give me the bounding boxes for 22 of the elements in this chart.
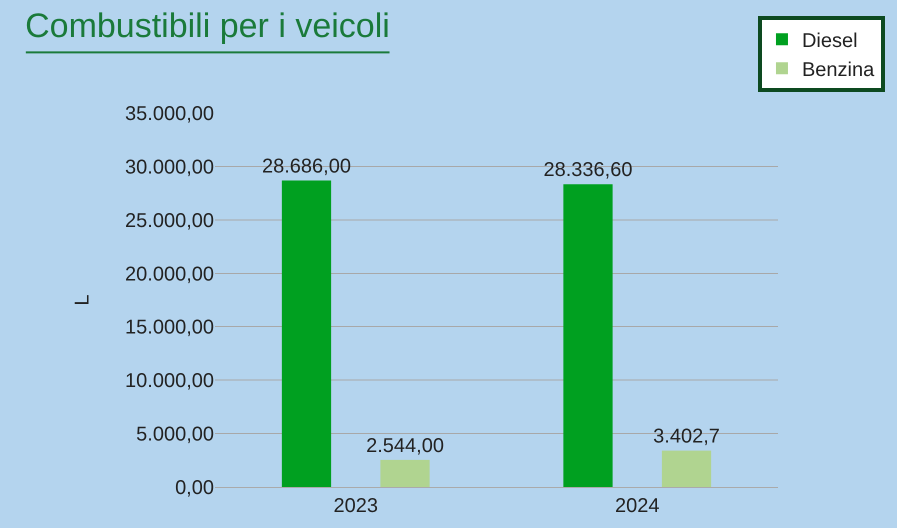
- y-tick-label: 35.000,00: [125, 103, 214, 125]
- chart-title: Combustibili per i veicoli: [25, 7, 390, 45]
- bar: [662, 450, 712, 487]
- y-tick-label: 5.000,00: [136, 424, 214, 446]
- y-tick-label: 0,00: [175, 477, 214, 499]
- data-label: 2.544,00: [366, 434, 444, 457]
- legend-label: Diesel: [802, 30, 858, 52]
- x-tick-label: 2024: [615, 495, 660, 517]
- y-tick-label: 10.000,00: [125, 370, 214, 392]
- x-tick-label: 2023: [334, 495, 378, 517]
- y-tick-label: 30.000,00: [125, 156, 214, 178]
- data-label: 28.336,60: [544, 159, 632, 182]
- y-axis-title: L: [72, 294, 94, 306]
- y-tick-label: 25.000,00: [125, 210, 214, 232]
- y-tick-label: 20.000,00: [125, 263, 214, 286]
- data-label: 3.402,7: [653, 426, 720, 448]
- data-label: 28.686,00: [262, 155, 351, 178]
- legend-label: Benzina: [802, 59, 876, 82]
- y-tick-label: 15.000,00: [125, 316, 214, 339]
- bar: [380, 460, 430, 487]
- bar: [282, 180, 332, 487]
- bar: [563, 184, 613, 487]
